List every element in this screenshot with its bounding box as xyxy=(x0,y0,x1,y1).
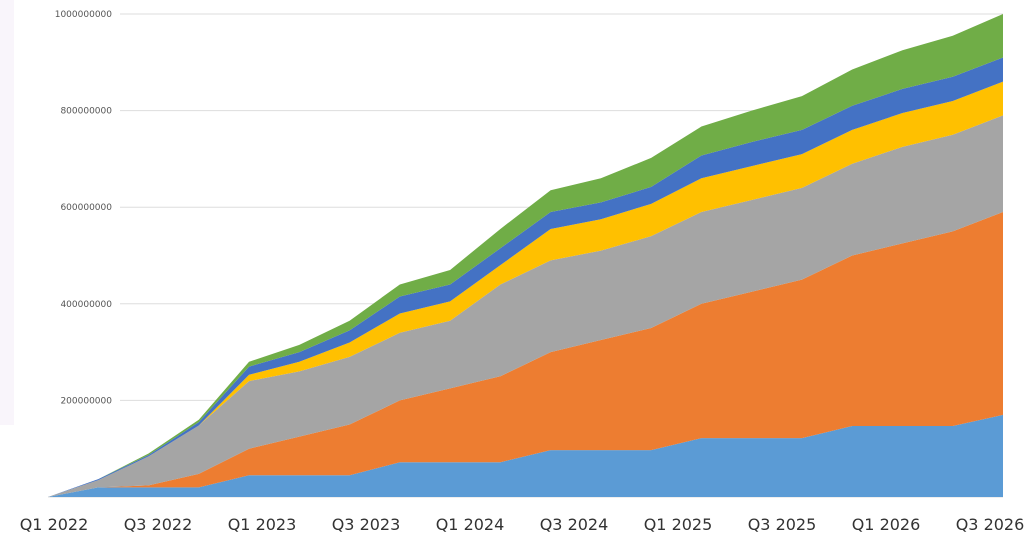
x-tick-label: Q1 2023 xyxy=(228,515,297,534)
x-tick-label: Q3 2025 xyxy=(748,515,817,534)
area-series-2 xyxy=(48,212,1003,497)
x-tick-label: Q1 2022 xyxy=(20,515,89,534)
area-series-4 xyxy=(48,81,1003,498)
x-axis: Q1 2022 Q3 2022 Q1 2023 Q3 2023 Q1 2024 Q3 20… xyxy=(20,515,1024,534)
area-series-1 xyxy=(48,414,1003,497)
area-series-3 xyxy=(48,115,1003,498)
y-tick-label: 600000000 xyxy=(60,203,112,213)
y-axis: 1000000000 800000000 600000000 400000000 200… xyxy=(55,10,113,406)
x-tick-label: Q3 2023 xyxy=(332,515,401,534)
x-tick-label: Q1 2026 xyxy=(852,515,921,534)
x-tick-label: Q3 2026 xyxy=(956,515,1024,534)
x-tick-label: Q3 2022 xyxy=(124,515,193,534)
plot-area xyxy=(48,14,1003,498)
x-tick-label: Q1 2024 xyxy=(436,515,505,534)
y-tick-label: 800000000 xyxy=(60,107,112,117)
y-tick-label: 200000000 xyxy=(60,396,112,406)
area-series-5 xyxy=(48,57,1003,497)
y-tick-label: 1000000000 xyxy=(55,10,113,20)
x-tick-label: Q1 2025 xyxy=(644,515,713,534)
area-series-6 xyxy=(48,14,1003,497)
x-tick-label: Q3 2024 xyxy=(540,515,609,534)
y-tick-label: 400000000 xyxy=(60,300,112,310)
left-shade xyxy=(0,0,14,425)
